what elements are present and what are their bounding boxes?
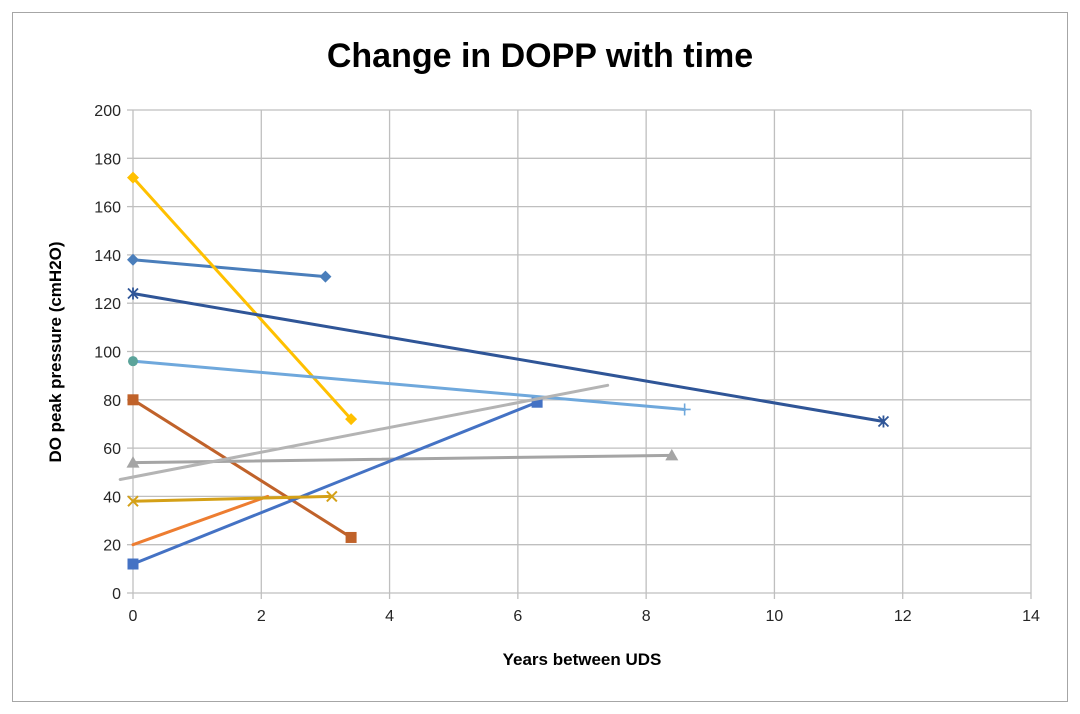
- y-tick-label: 200: [94, 103, 121, 120]
- series-2-point: [126, 456, 140, 468]
- y-tick-label: 40: [103, 489, 121, 506]
- y-tick-label: 160: [94, 200, 121, 217]
- y-tick-label: 80: [103, 393, 121, 410]
- series-4-point: [127, 558, 139, 570]
- series-2-line: [131, 453, 674, 465]
- y-tick-label: 20: [103, 538, 121, 555]
- y-tick-label: 100: [94, 345, 121, 362]
- x-axis-ticks: 0 2 4 6 8 10 12 14: [129, 608, 1040, 625]
- x-tick-label: 10: [766, 608, 784, 625]
- y-tick-label: 60: [103, 441, 121, 458]
- x-tick-label: 2: [257, 608, 266, 625]
- series-6: [128, 356, 691, 416]
- y-tick-label: 140: [94, 248, 121, 265]
- series-9-line: [131, 494, 334, 503]
- series-9-point: [326, 490, 338, 503]
- series-2-point: [665, 448, 679, 461]
- series-4-point: [531, 396, 543, 408]
- y-axis-ticks: 0 20 40 60 80 100 120 140 160 180 200: [94, 103, 121, 603]
- series-1-point: [345, 531, 357, 543]
- series-9-point: [127, 495, 139, 507]
- series-9: [127, 490, 338, 507]
- series-0-point: [319, 270, 332, 283]
- series-3-point: [345, 413, 358, 426]
- y-tick-label: 180: [94, 151, 121, 168]
- chart-title: Change in DOPP with time: [327, 37, 753, 75]
- series-8: [118, 383, 610, 481]
- x-tick-label: 0: [129, 608, 138, 625]
- series-4-line: [131, 400, 539, 566]
- series-7: [131, 494, 270, 547]
- series-3-line: [131, 176, 353, 421]
- series-layer: [118, 171, 890, 570]
- y-tick-label: 120: [94, 296, 121, 313]
- series-5: [127, 287, 890, 428]
- series-2: [126, 448, 679, 468]
- series-1-point: [127, 394, 139, 406]
- series-8-line: [118, 383, 610, 481]
- chart: Change in DOPP with time 020406080100120…: [46, 37, 1040, 669]
- series-5-point: [877, 415, 890, 428]
- x-axis-label: Years between UDS: [503, 650, 662, 669]
- gridlines: [127, 109, 1032, 599]
- series-5-point: [127, 287, 139, 300]
- series-3-point: [127, 171, 139, 184]
- x-tick-label: 12: [894, 608, 912, 625]
- series-0-line: [131, 258, 327, 279]
- series-4: [127, 396, 543, 570]
- series-6-point: [128, 356, 138, 367]
- x-tick-label: 14: [1022, 608, 1040, 625]
- series-5-line: [131, 292, 885, 424]
- series-7-line: [131, 494, 270, 547]
- x-tick-label: 4: [385, 608, 394, 625]
- series-1-line: [131, 398, 353, 539]
- series-1: [127, 394, 357, 543]
- series-6-line: [131, 359, 687, 411]
- chart-frame: Change in DOPP with time 0 20 40 60 80 100 120…: [12, 12, 1068, 702]
- y-axis-label: DO peak pressure (cmH2O): [46, 241, 65, 462]
- series-3: [127, 171, 358, 426]
- series-0: [127, 253, 332, 283]
- y-tick-label: 0: [112, 586, 121, 603]
- x-tick-label: 8: [642, 608, 651, 625]
- x-tick-label: 6: [513, 608, 522, 625]
